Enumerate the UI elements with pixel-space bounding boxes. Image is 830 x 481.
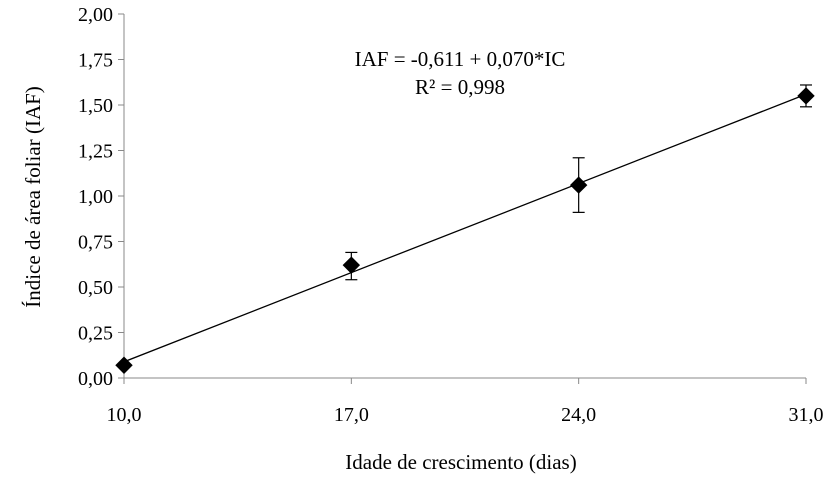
- y-tick-label: 0,00: [78, 368, 113, 390]
- x-tick-label: 31,0: [789, 404, 824, 426]
- data-point-diamond: [115, 356, 133, 374]
- y-tick-label: 0,25: [78, 323, 113, 345]
- x-tick-label: 17,0: [334, 404, 369, 426]
- y-tick-label: 0,50: [78, 277, 113, 299]
- error-bars: [118, 84, 812, 368]
- y-tick-label: 1,50: [78, 95, 113, 117]
- data-point-diamond: [797, 87, 815, 105]
- y-tick-label: 1,00: [78, 186, 113, 208]
- y-tick-label: 0,75: [78, 232, 113, 254]
- y-axis-title: Índice de área foliar (IAF): [21, 86, 45, 308]
- y-tick-label: 1,25: [78, 141, 113, 163]
- x-tick-label: 10,0: [107, 404, 142, 426]
- y-tick-label: 1,75: [78, 50, 113, 72]
- y-tick-label: 2,00: [78, 4, 113, 26]
- trendline-group: [123, 93, 807, 363]
- x-tick-label: 24,0: [561, 404, 596, 426]
- r-squared-label: R² = 0,998: [415, 75, 505, 99]
- x-axis-ticks: 10,0 17,0 24,0 31,0: [107, 378, 824, 426]
- y-axis-ticks: 0,00 0,25 0,50 0,75 1,00 1,25 1,50 1,75 2,00: [78, 4, 124, 390]
- trendline: [123, 93, 807, 363]
- data-point-diamond: [342, 256, 361, 274]
- x-axis-title: Idade de crescimento (dias): [345, 450, 576, 474]
- data-points: [115, 87, 815, 374]
- data-point-diamond: [569, 176, 588, 194]
- equation-label: IAF = -0,611 + 0,070*IC: [355, 47, 566, 71]
